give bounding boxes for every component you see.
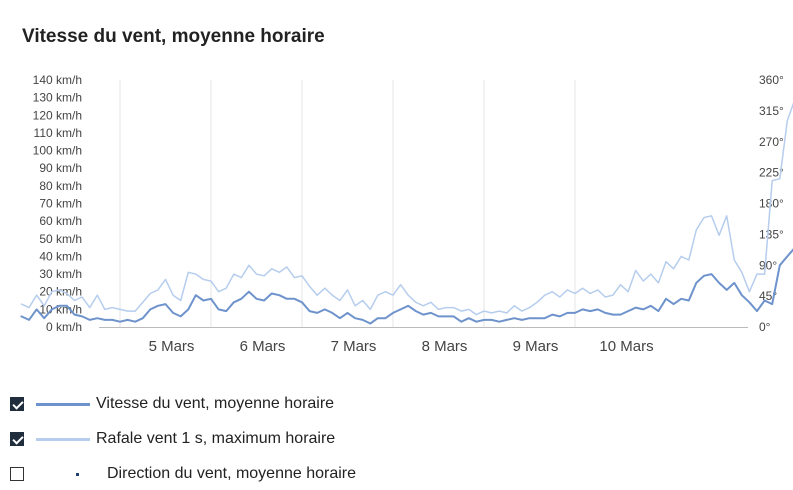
series-line-gust [20, 102, 793, 316]
x-tick-label: 7 Mars [331, 338, 377, 355]
y-left-tick-label: 0 km/h [46, 320, 82, 334]
y-right-tick-label: 180° [759, 197, 784, 211]
y-left-tick-label: 140 km/h [33, 73, 82, 87]
legend-label-wind-mean[interactable]: Vitesse du vent, moyenne horaire [96, 395, 335, 412]
y-right-tick-label: 270° [759, 135, 784, 149]
legend-dot-swatch [76, 472, 79, 476]
legend-label-direction[interactable]: Direction du vent, moyenne horaire [107, 465, 357, 482]
legend-item-direction[interactable]: Direction du vent, moyenne horaire [10, 462, 356, 486]
y-left-tick-label: 50 km/h [39, 232, 82, 246]
y-right-tick-label: 135° [759, 227, 784, 241]
y-left-tick-label: 30 km/h [39, 267, 82, 281]
legend-line-swatch [36, 437, 90, 441]
x-tick-label: 8 Mars [422, 338, 468, 355]
legend-item-gust[interactable]: Rafale vent 1 s, maximum horaire [10, 427, 335, 451]
y-right-tick-label: 360° [759, 73, 784, 87]
x-tick-label: 9 Mars [513, 338, 559, 355]
y-left-tick-label: 100 km/h [33, 144, 82, 158]
wind-speed-chart: 0 km/h10 km/h20 km/h30 km/h40 km/h50 km/… [20, 73, 793, 355]
legend-item-wind-mean[interactable]: Vitesse du vent, moyenne horaire [10, 392, 334, 416]
series-line-wind-mean [20, 248, 793, 325]
y-left-tick-label: 40 km/h [39, 249, 82, 263]
y-left-tick-label: 60 km/h [39, 214, 82, 228]
y-left-tick-label: 70 km/h [39, 197, 82, 211]
x-tick-label: 6 Mars [240, 338, 286, 355]
y-right-tick-label: 0° [759, 320, 771, 334]
legend-checkbox-wind-mean[interactable] [10, 397, 24, 411]
legend-label-gust[interactable]: Rafale vent 1 s, maximum horaire [96, 430, 336, 447]
x-tick-label: 10 Mars [599, 338, 653, 355]
x-tick-label: 5 Mars [149, 338, 195, 355]
y-left-tick-label: 20 km/h [39, 285, 82, 299]
y-right-tick-label: 90° [759, 258, 777, 272]
y-left-tick-label: 120 km/h [33, 108, 82, 122]
y-left-tick-label: 130 km/h [33, 91, 82, 105]
y-right-tick-label: 225° [759, 166, 784, 180]
y-left-tick-label: 80 km/h [39, 179, 82, 193]
y-left-tick-label: 90 km/h [39, 161, 82, 175]
legend-checkbox-direction[interactable] [10, 467, 24, 481]
legend-line-swatch [36, 402, 90, 406]
chart-title: Vitesse du vent, moyenne horaire [22, 26, 325, 47]
y-left-tick-label: 110 km/h [34, 126, 82, 140]
legend-checkbox-gust[interactable] [10, 432, 24, 446]
y-right-tick-label: 315° [759, 104, 784, 118]
